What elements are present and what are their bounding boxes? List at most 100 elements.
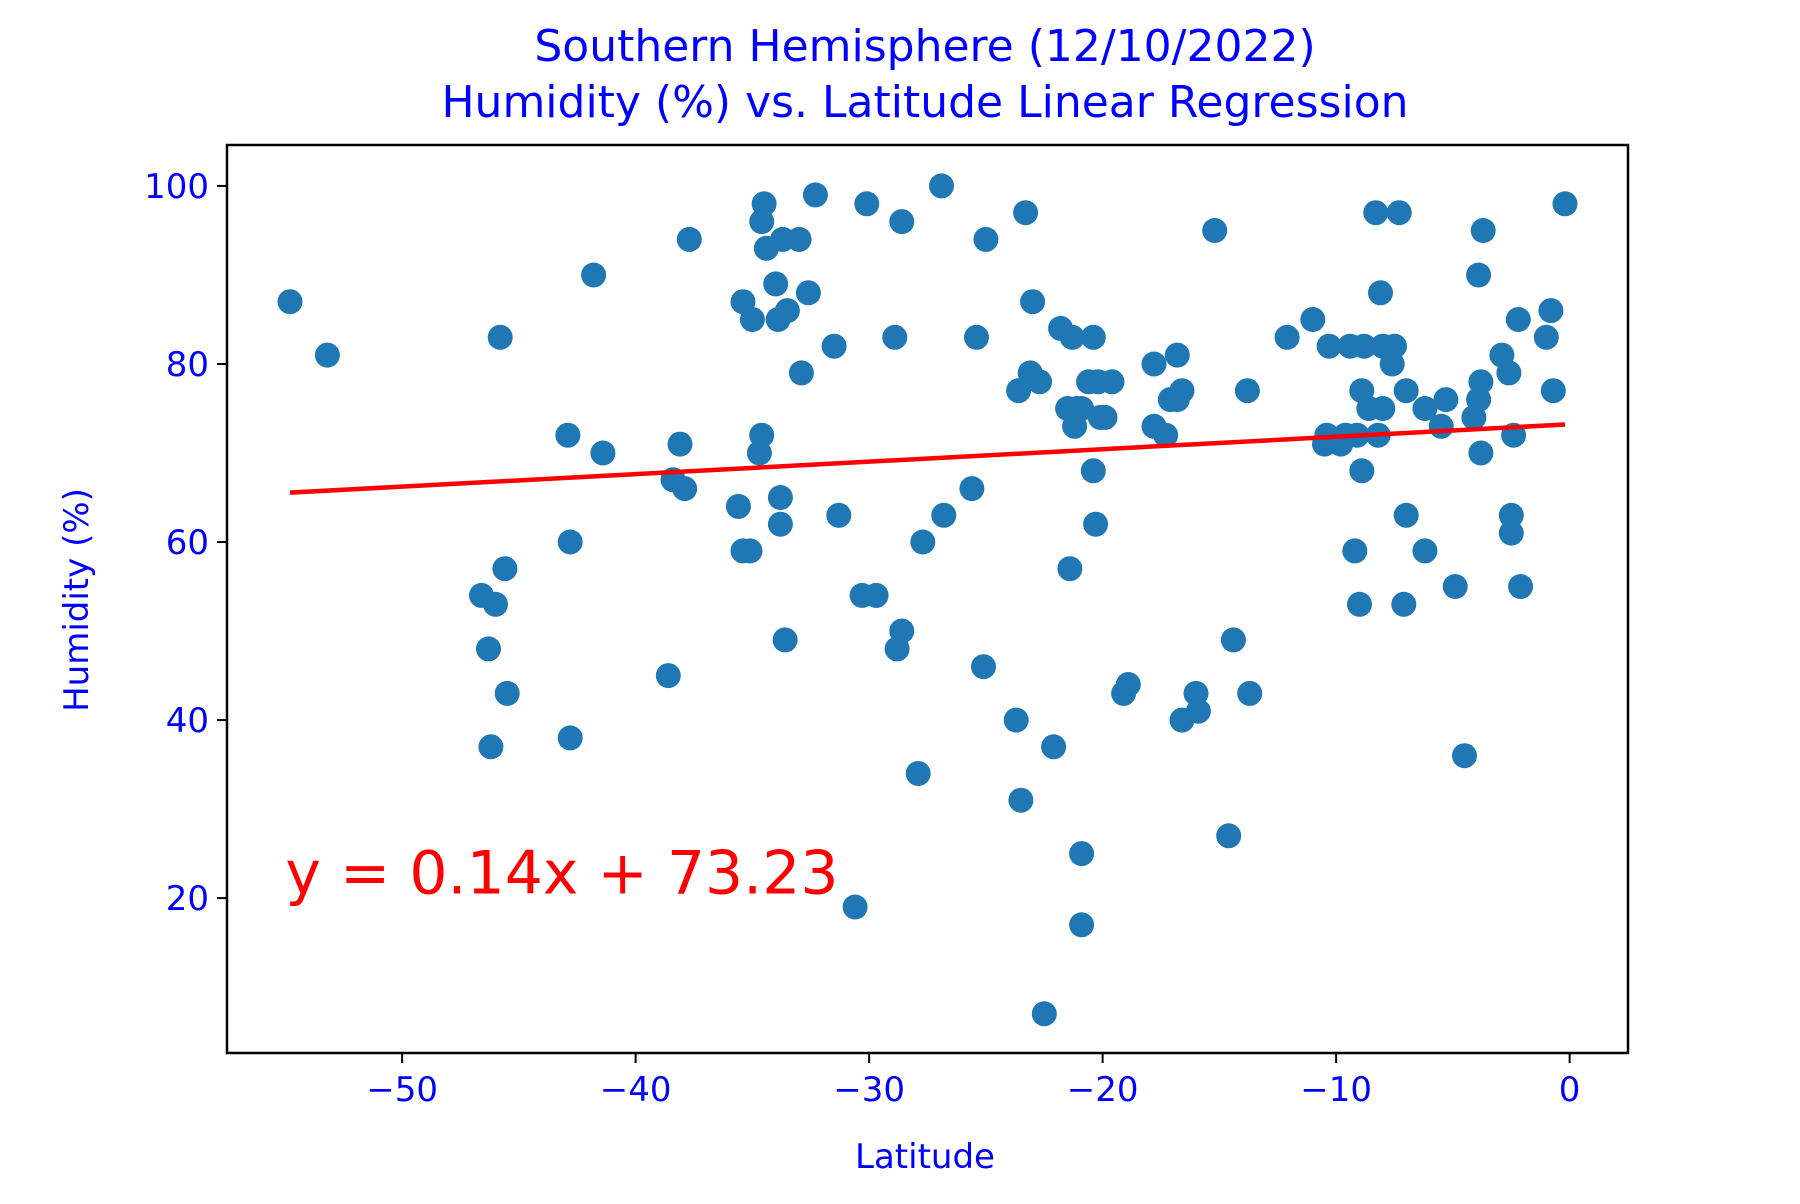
data-point xyxy=(1013,200,1039,226)
data-point xyxy=(1386,200,1412,226)
data-point xyxy=(1351,333,1377,359)
data-point xyxy=(863,582,889,608)
data-point xyxy=(1216,823,1242,849)
data-point xyxy=(786,226,812,252)
data-point xyxy=(1141,351,1167,377)
data-point xyxy=(314,342,340,368)
plot-frame xyxy=(225,143,1630,1055)
data-point xyxy=(1533,324,1559,350)
data-point xyxy=(1092,404,1118,430)
data-point xyxy=(1059,324,1085,350)
data-point xyxy=(676,226,702,252)
data-point xyxy=(1466,262,1492,288)
chart-title-line2: Humidity (%) vs. Latitude Linear Regress… xyxy=(441,77,1408,128)
data-point xyxy=(1433,387,1459,413)
data-point xyxy=(795,280,821,306)
data-point xyxy=(494,680,520,706)
data-point xyxy=(1164,342,1190,368)
data-point xyxy=(767,511,793,537)
data-point xyxy=(557,725,583,751)
data-point xyxy=(959,476,985,502)
data-point xyxy=(1237,680,1263,706)
x-tick-label: −10 xyxy=(1300,1070,1372,1110)
data-point xyxy=(557,529,583,555)
data-point xyxy=(772,627,798,653)
data-point xyxy=(1342,538,1368,564)
data-point xyxy=(1020,289,1046,315)
data-point xyxy=(749,422,775,448)
data-point xyxy=(476,636,501,662)
data-point xyxy=(1300,307,1326,332)
y-tick-label: 20 xyxy=(166,879,209,919)
data-point xyxy=(1412,396,1438,421)
data-point xyxy=(1003,707,1029,733)
data-point xyxy=(737,538,763,564)
data-point xyxy=(931,502,957,528)
regression-equation: y = 0.14x + 73.23 xyxy=(285,839,838,909)
data-point xyxy=(1316,333,1342,359)
data-point xyxy=(1027,369,1053,395)
data-point xyxy=(929,173,954,199)
data-point xyxy=(1505,307,1531,332)
y-tick-label: 40 xyxy=(166,701,209,741)
data-point xyxy=(478,734,504,760)
data-point xyxy=(1057,556,1083,582)
data-point xyxy=(1496,360,1522,386)
data-point xyxy=(1083,511,1109,537)
data-point xyxy=(1452,743,1477,769)
data-point xyxy=(889,209,915,235)
y-tick-label: 100 xyxy=(144,167,209,207)
data-point xyxy=(1069,396,1095,421)
data-point xyxy=(1393,502,1419,528)
data-point xyxy=(1115,672,1141,697)
data-point xyxy=(1153,422,1179,448)
data-point xyxy=(1202,218,1228,243)
data-point xyxy=(751,191,777,217)
data-point xyxy=(964,324,989,350)
regression-layer xyxy=(289,422,1566,495)
data-point xyxy=(1508,574,1534,599)
data-point xyxy=(1099,369,1125,395)
x-tick-label: −20 xyxy=(1067,1070,1139,1110)
y-tick-label: 80 xyxy=(166,345,209,385)
data-point xyxy=(1347,591,1372,617)
data-point xyxy=(492,556,518,582)
data-point xyxy=(1080,324,1106,350)
data-point xyxy=(725,493,751,519)
data-point xyxy=(590,440,616,466)
data-point xyxy=(555,422,581,448)
data-point xyxy=(1468,369,1494,395)
data-point xyxy=(487,324,513,350)
data-point xyxy=(1370,396,1396,421)
data-point xyxy=(483,591,508,617)
data-point xyxy=(1538,298,1564,324)
data-point xyxy=(774,298,800,324)
data-point xyxy=(767,485,793,510)
chart-title-line1: Southern Hemisphere (12/10/2022) xyxy=(534,21,1315,72)
y-tick-label: 60 xyxy=(166,523,209,563)
y-axis-label: Humidity (%) xyxy=(57,488,97,712)
data-point xyxy=(277,289,303,315)
data-point xyxy=(1069,912,1095,938)
data-point xyxy=(1069,841,1095,867)
data-point xyxy=(788,360,814,386)
data-point xyxy=(826,502,852,528)
data-point xyxy=(739,307,765,332)
data-point xyxy=(1428,413,1454,439)
data-point xyxy=(1041,734,1067,760)
data-point xyxy=(973,226,999,252)
data-point xyxy=(1468,440,1494,466)
data-point xyxy=(672,476,698,502)
data-point xyxy=(1234,378,1260,404)
x-tick-label: 0 xyxy=(1559,1070,1581,1110)
data-point xyxy=(821,333,847,359)
data-point xyxy=(910,529,936,555)
data-point xyxy=(667,431,693,457)
data-point xyxy=(802,182,828,208)
data-point xyxy=(1382,333,1407,359)
data-point xyxy=(1185,698,1211,724)
data-point xyxy=(1498,502,1524,528)
data-point xyxy=(1540,378,1566,404)
